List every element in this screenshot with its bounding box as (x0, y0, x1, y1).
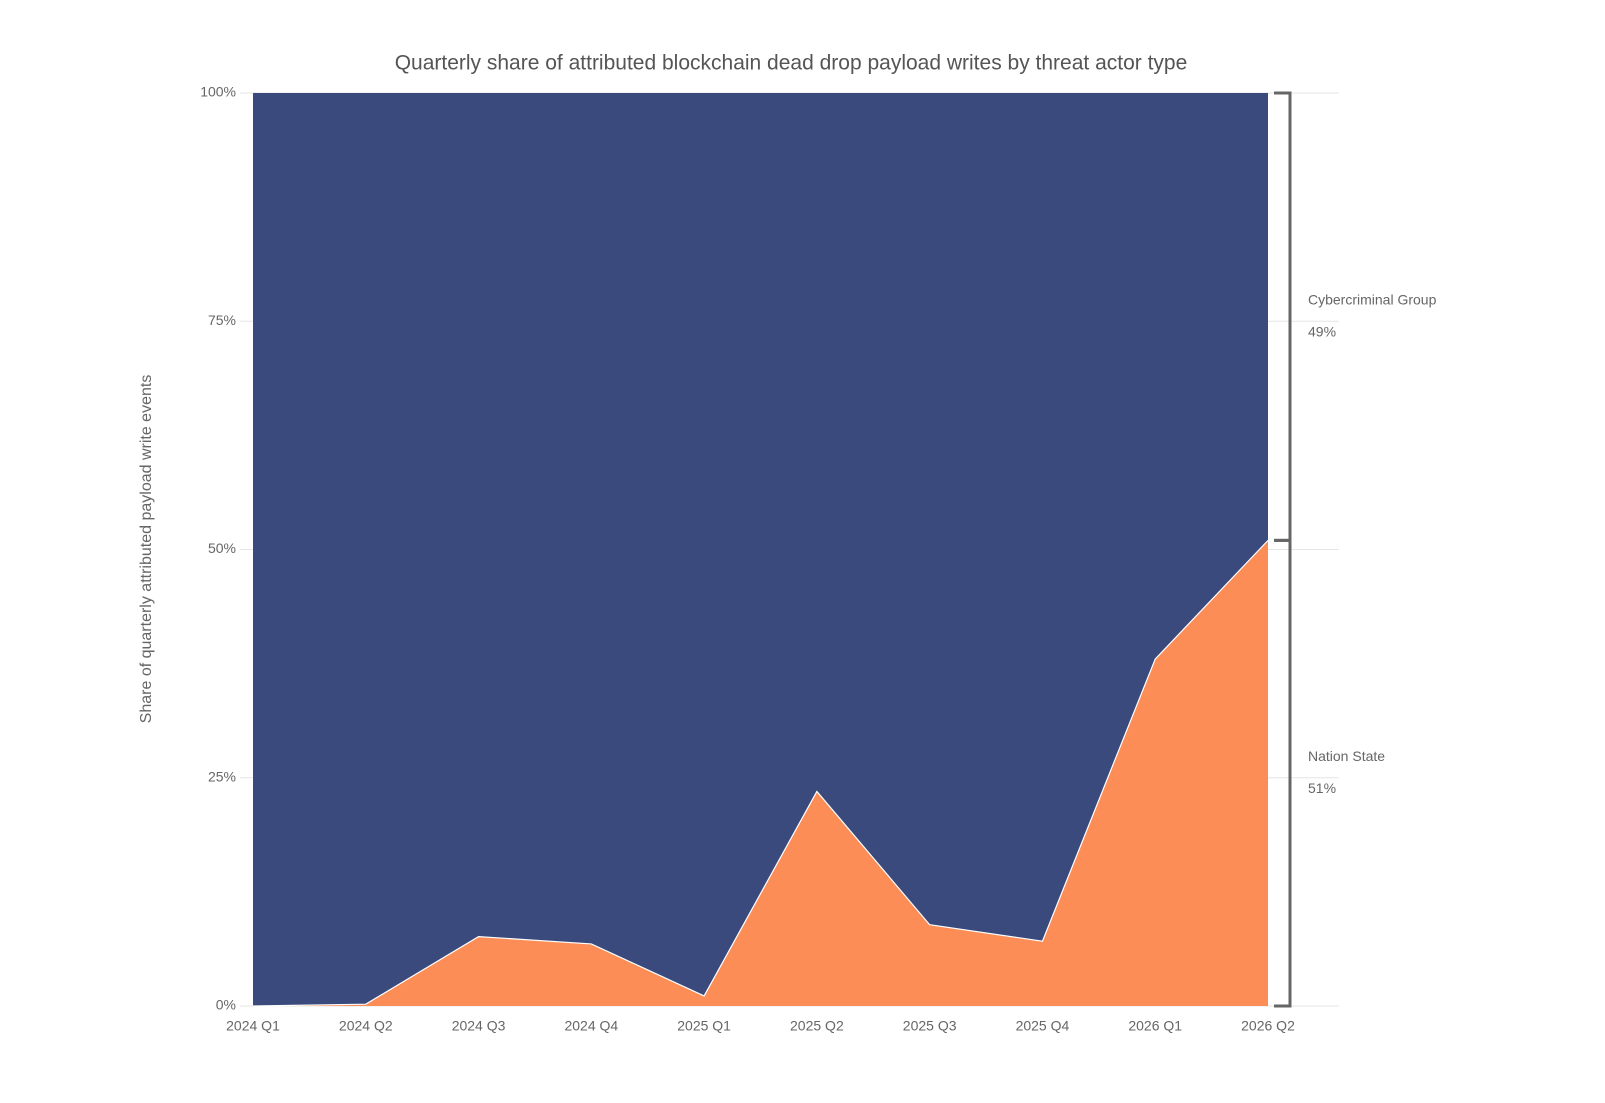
x-tick-label: 2025 Q3 (903, 1018, 957, 1034)
x-tick-label: 2024 Q2 (339, 1018, 393, 1034)
x-tick-label: 2025 Q1 (677, 1018, 731, 1034)
legend-label: Cybercriminal Group (1308, 291, 1437, 307)
x-tick-label: 2026 Q2 (1241, 1018, 1295, 1034)
data-label: 51% (1308, 780, 1336, 796)
x-tick-label: 2025 Q4 (1016, 1018, 1070, 1034)
area (253, 93, 1268, 1006)
x-tick-label: 2024 Q4 (564, 1018, 618, 1034)
y-tick-label: 50% (208, 540, 236, 556)
data-label: 49% (1308, 323, 1336, 339)
y-tick-label: 75% (208, 312, 236, 328)
area (253, 540, 1268, 1006)
y-tick-label: 25% (208, 768, 236, 784)
chart-title: Quarterly share of attributed blockchain… (395, 52, 1188, 75)
y-tick-label: 100% (200, 84, 236, 100)
bracket (1274, 91, 1292, 542)
legend-label: Nation State (1308, 748, 1385, 764)
y-tick-label: 0% (216, 997, 236, 1013)
bracket (1274, 538, 1292, 1008)
x-tick-label: 2024 Q1 (226, 1018, 280, 1034)
x-tick-label: 2026 Q1 (1128, 1018, 1182, 1034)
x-tick-label: 2024 Q3 (452, 1018, 506, 1034)
area-boundary (252, 539, 1269, 1007)
y-axis-label: Share of quarterly attributed payload wr… (138, 375, 155, 724)
x-tick-label: 2025 Q2 (790, 1018, 844, 1034)
